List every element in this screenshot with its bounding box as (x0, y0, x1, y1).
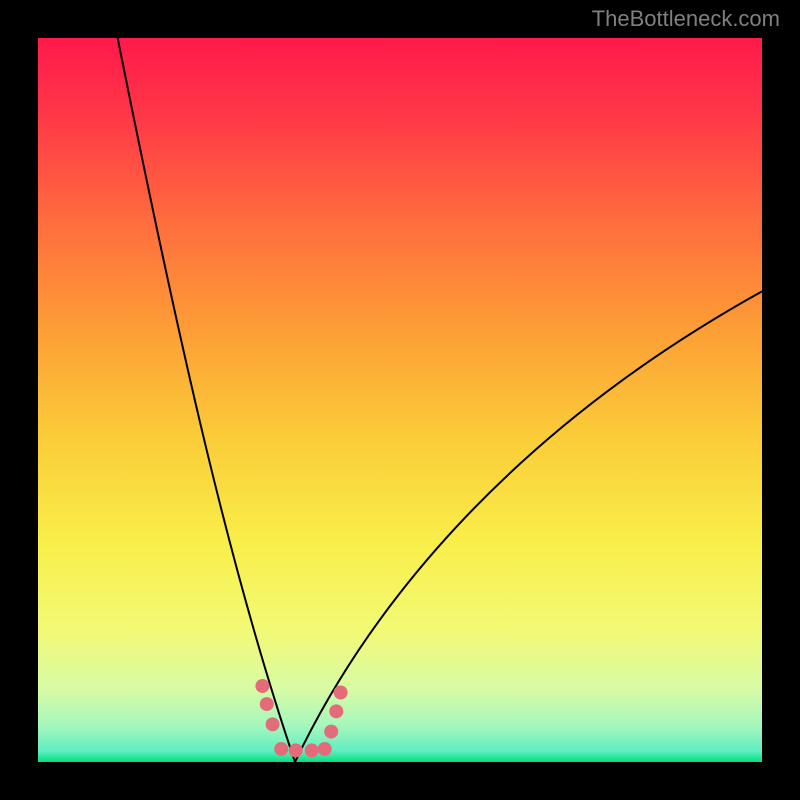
marker-point (305, 743, 319, 757)
marker-point (324, 725, 338, 739)
marker-point (260, 697, 274, 711)
marker-point (318, 742, 332, 756)
chart-svg (0, 0, 800, 800)
marker-point (266, 717, 280, 731)
marker-point (274, 742, 288, 756)
chart-root: TheBottleneck.com (0, 0, 800, 800)
marker-point (255, 679, 269, 693)
marker-point (334, 685, 348, 699)
watermark-text: TheBottleneck.com (592, 6, 780, 32)
plot-area (38, 38, 762, 762)
marker-point (329, 704, 343, 718)
marker-point (289, 743, 303, 757)
